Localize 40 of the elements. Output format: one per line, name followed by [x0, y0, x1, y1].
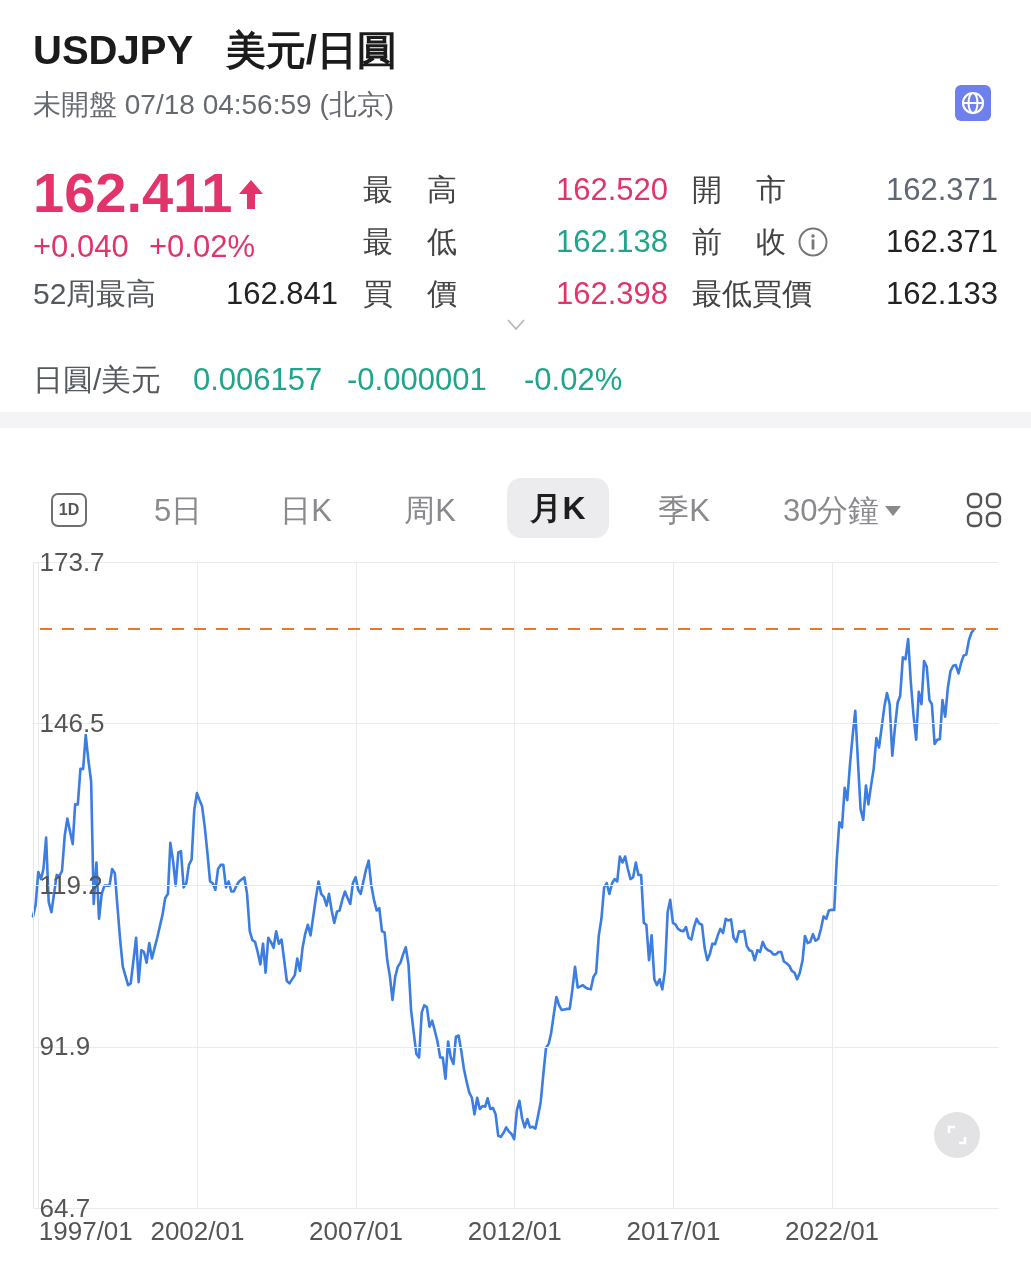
text: 162.841 [225, 275, 338, 313]
text: 日K [280, 492, 332, 530]
text: 季K [658, 492, 710, 530]
line-series [31, 627, 976, 1141]
text: 日圓/美元 [33, 362, 162, 398]
text: 162.398 [555, 275, 668, 313]
text: 162.411 [33, 160, 233, 227]
text: -0.000001 [347, 361, 487, 399]
x-tick-label: 2012/01 [467, 1215, 562, 1246]
y-tick-label: 173.7 [39, 546, 105, 577]
text: 開 市 [692, 172, 786, 208]
x-tick-label: 2022/01 [785, 1215, 880, 1246]
text: +0.02% [149, 228, 256, 266]
text: 162.371 [885, 223, 998, 261]
text: 1D [51, 493, 87, 527]
x-tick-label: 2002/01 [150, 1215, 245, 1246]
text: 162.520 [555, 171, 668, 209]
text: -0.02% [524, 361, 623, 399]
y-tick-label: 146.5 [39, 707, 105, 738]
x-tick-label: 2017/01 [626, 1215, 721, 1246]
text: 前 收 [692, 224, 786, 260]
text: 162.138 [555, 223, 668, 261]
text: 0.006157 [193, 361, 323, 399]
y-tick-label: 91.9 [39, 1031, 91, 1062]
text: 買 價 [363, 276, 457, 312]
text: 最 高 [363, 172, 457, 208]
text: USDJPY 美元/日圓 [33, 27, 397, 74]
text: 最 低 [363, 224, 457, 260]
text: 30分鐘 [783, 492, 880, 530]
text: 未開盤 07/18 04:56:59 (北京) [33, 88, 395, 122]
text: 162.133 [885, 275, 998, 313]
text: +0.040 [33, 228, 129, 266]
text: 周K [404, 492, 456, 530]
text: 最低買價 [692, 276, 812, 312]
x-tick-label: 2007/01 [309, 1215, 404, 1246]
text: 月K [507, 478, 609, 538]
text: 52周最高 [33, 276, 157, 312]
text: 162.371 [885, 171, 998, 209]
y-tick-label: 64.7 [39, 1192, 91, 1223]
text: 5日 [153, 492, 203, 530]
